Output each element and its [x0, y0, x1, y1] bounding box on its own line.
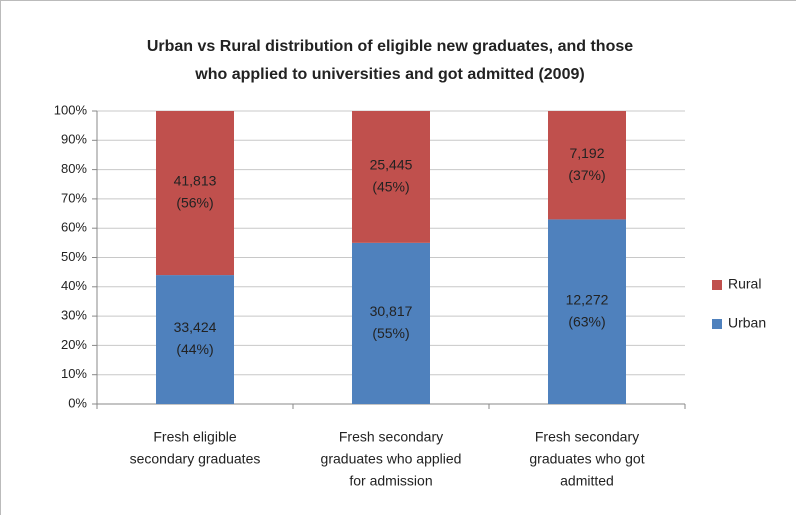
- x-tick-label: for admission: [349, 473, 432, 489]
- bar-segment: [352, 242, 430, 404]
- data-label: (45%): [372, 179, 409, 195]
- y-tick-label: 70%: [61, 190, 87, 205]
- bar-segment: [548, 219, 626, 404]
- x-tick-label: graduates who applied: [321, 451, 462, 467]
- data-label: 25,445: [370, 157, 413, 173]
- y-tick-label: 40%: [61, 278, 87, 293]
- y-tick-label: 80%: [61, 161, 87, 176]
- chart-title: Urban vs Rural distribution of eligible …: [147, 38, 633, 55]
- x-tick-label: Fresh secondary: [535, 429, 639, 445]
- legend-label: Rural: [728, 276, 761, 292]
- x-tick-label: Fresh eligible: [153, 429, 236, 445]
- chart-title: who applied to universities and got admi…: [194, 66, 584, 83]
- x-tick-label: secondary graduates: [130, 451, 261, 467]
- data-label: (56%): [176, 195, 213, 211]
- y-tick-label: 0%: [68, 395, 87, 410]
- legend-label: Urban: [728, 315, 766, 331]
- y-tick-label: 60%: [61, 220, 87, 235]
- data-label: (44%): [176, 341, 213, 357]
- bar-segment: [352, 111, 430, 243]
- data-label: 41,813: [174, 173, 217, 189]
- data-label: 7,192: [569, 145, 604, 161]
- y-tick-label: 50%: [61, 249, 87, 264]
- bar-segment: [156, 111, 234, 276]
- data-label: 30,817: [370, 303, 413, 319]
- x-tick-label: admitted: [560, 473, 614, 489]
- legend-swatch: [712, 280, 722, 290]
- data-label: (63%): [568, 313, 605, 329]
- y-tick-label: 10%: [61, 366, 87, 381]
- data-label: 33,424: [174, 319, 217, 335]
- data-label: 12,272: [566, 291, 609, 307]
- data-label: (55%): [372, 325, 409, 341]
- y-tick-label: 100%: [54, 102, 88, 117]
- y-tick-label: 90%: [61, 132, 87, 147]
- data-label: (37%): [568, 167, 605, 183]
- bar-segment: [548, 111, 626, 220]
- y-tick-label: 20%: [61, 337, 87, 352]
- legend-swatch: [712, 319, 722, 329]
- y-tick-label: 30%: [61, 308, 87, 323]
- bar-segment: [156, 275, 234, 404]
- x-tick-label: graduates who got: [529, 451, 644, 467]
- x-tick-label: Fresh secondary: [339, 429, 443, 445]
